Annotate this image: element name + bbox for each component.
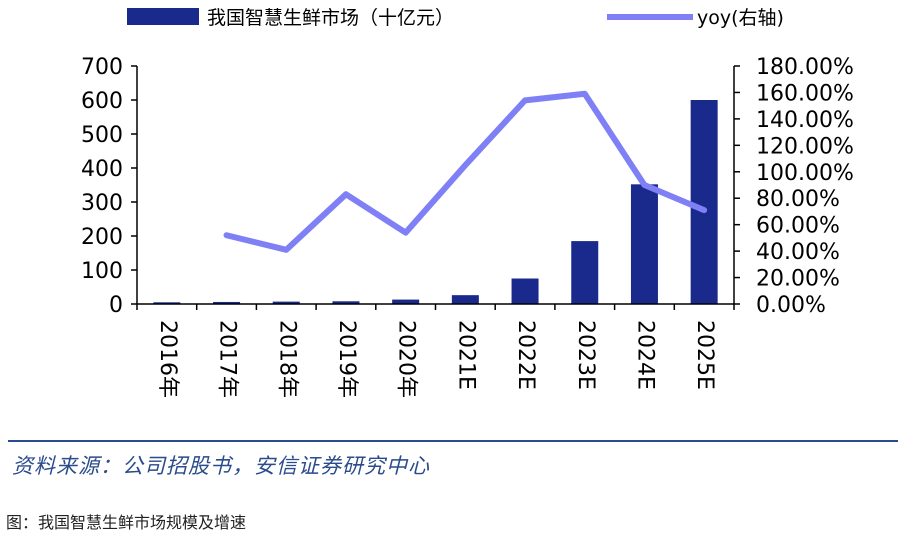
- right-axis-tick-label: 160.00%: [756, 81, 854, 106]
- bar: [392, 299, 420, 304]
- right-axis-tick-label: 100.00%: [756, 161, 854, 186]
- left-axis-tick-label: 0: [109, 293, 123, 318]
- x-axis-tick-label: 2016年: [155, 320, 180, 398]
- left-axis-tick-label: 300: [81, 191, 123, 216]
- legend-line-label: yoy(右轴): [697, 7, 784, 29]
- x-axis-labels: 2016年 2017年 2018年 2019年 2020年 2021E 2022E 2023E…: [136, 303, 735, 398]
- bar: [153, 302, 181, 304]
- x-axis-tick-label: 2022E: [513, 320, 538, 390]
- x-axis-tick-label: 2024E: [632, 320, 657, 390]
- right-axis-tick-label: 40.00%: [756, 240, 840, 265]
- left-axis-tick-label: 100: [81, 259, 123, 284]
- bar: [511, 278, 539, 304]
- x-axis-tick-label: 2019年: [334, 320, 359, 398]
- x-axis-tick-label: 2025E: [692, 320, 717, 390]
- chart-area: 我国智慧生鲜市场（十亿元） yoy(右轴) 700 600 500 400 300 200…: [81, 7, 854, 398]
- left-axis-tick-label: 600: [81, 89, 123, 114]
- right-axis-tick-label: 140.00%: [756, 108, 854, 133]
- bar: [690, 100, 718, 304]
- bar-series: [153, 100, 718, 304]
- x-axis-tick-label: 2018年: [274, 320, 299, 398]
- bar: [571, 241, 599, 304]
- x-axis-tick-label: 2023E: [573, 320, 598, 390]
- divider: [8, 440, 898, 442]
- right-axis-tick-label: 60.00%: [756, 214, 840, 239]
- right-axis: 180.00%160.00%140.00%120.00%100.00%80.00…: [733, 55, 854, 318]
- legend-bar-label: 我国智慧生鲜市场（十亿元）: [207, 7, 454, 29]
- line-series: [223, 90, 708, 253]
- figure-caption: 图：我国智慧生鲜市场规模及增速: [6, 513, 247, 532]
- bar: [272, 301, 300, 304]
- left-axis-tick-label: 500: [81, 123, 123, 148]
- source-note: 资料来源：公司招股书，安信证券研究中心: [12, 454, 430, 478]
- left-axis-tick-label: 400: [81, 157, 123, 182]
- right-axis-tick-label: 0.00%: [756, 293, 826, 318]
- legend-bar-swatch: [127, 8, 199, 25]
- left-axis: 700 600 500 400 300 200 100 0: [81, 55, 138, 318]
- x-axis-tick-label: 2021E: [453, 320, 478, 390]
- legend: 我国智慧生鲜市场（十亿元） yoy(右轴): [127, 7, 784, 29]
- right-axis-tick-label: 120.00%: [756, 134, 854, 159]
- left-axis-tick-label: 200: [81, 225, 123, 250]
- bar: [332, 301, 360, 304]
- right-axis-tick-label: 180.00%: [756, 55, 854, 80]
- x-axis-tick-label: 2017年: [215, 320, 240, 398]
- bar: [213, 301, 241, 304]
- bar: [451, 295, 479, 304]
- right-axis-tick-label: 80.00%: [756, 187, 840, 212]
- left-axis-tick-label: 700: [81, 55, 123, 80]
- x-axis-tick-label: 2020年: [394, 320, 419, 398]
- right-axis-tick-label: 20.00%: [756, 267, 840, 292]
- bar: [630, 184, 658, 304]
